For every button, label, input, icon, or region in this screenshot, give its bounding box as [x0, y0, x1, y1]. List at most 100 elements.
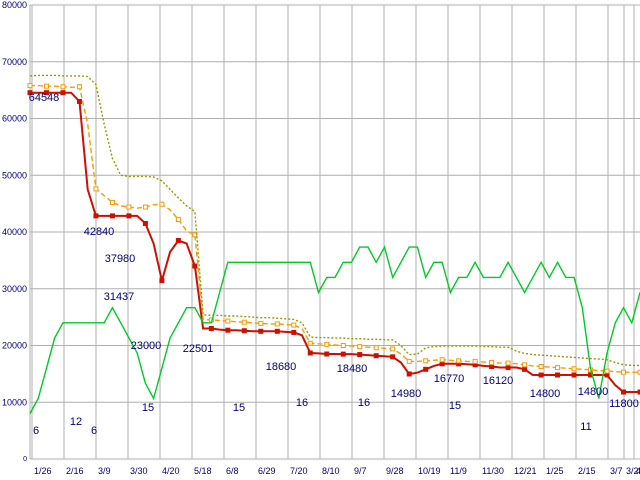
series-line-price-upper-orange	[30, 84, 640, 373]
data-point-labels: 64548 42840 37980 31437 23000 22501 18680 18480…	[29, 92, 639, 437]
data-point-marker	[373, 345, 379, 351]
x-axis-tick-label: 3/30	[130, 466, 148, 476]
x-axis-tick-label: 9/28	[386, 466, 404, 476]
data-point-marker	[538, 363, 544, 369]
data-point-marker	[192, 263, 198, 269]
x-axis-tick-label: 3/28	[626, 466, 640, 476]
data-point-marker	[109, 213, 115, 219]
data-point-marker	[175, 217, 181, 223]
data-point-marker	[109, 199, 115, 205]
price-value-label: 18480	[337, 363, 368, 375]
price-value-label: 22501	[183, 343, 214, 355]
x-axis-tick-label: 9/7	[354, 466, 367, 476]
data-point-marker	[43, 83, 49, 89]
price-value-label: 14980	[391, 388, 422, 400]
price-value-label: 14800	[578, 386, 609, 398]
y-axis-tick-label: 40000	[2, 227, 27, 237]
count-value-label: 15	[233, 402, 245, 414]
data-point-marker	[390, 346, 396, 352]
data-point-marker	[357, 352, 363, 358]
data-point-marker	[225, 318, 231, 324]
data-point-marker	[472, 358, 478, 364]
data-point-marker	[522, 366, 528, 372]
data-point-marker	[208, 325, 214, 331]
data-point-marker	[126, 213, 132, 219]
data-point-marker	[604, 368, 610, 374]
data-point-marker	[307, 350, 313, 356]
data-point-marker	[192, 232, 198, 238]
data-point-marker	[571, 372, 577, 378]
x-axis-tick-label: 2/16	[66, 466, 84, 476]
data-point-marker	[406, 371, 412, 377]
count-value-label: 6	[33, 425, 39, 437]
count-value-label: 11	[580, 421, 591, 433]
data-point-marker	[390, 354, 396, 360]
price-value-label: 23000	[131, 340, 162, 352]
x-axis-tick-label: 1/26	[34, 466, 52, 476]
price-value-label: 14800	[530, 388, 561, 400]
data-point-marker	[27, 83, 33, 89]
data-point-marker	[637, 389, 640, 395]
data-point-marker	[324, 351, 330, 357]
data-point-marker	[93, 213, 99, 219]
x-axis-tick-label: 10/19	[418, 466, 441, 476]
count-value-label: 15	[449, 400, 461, 412]
price-value-label: 18680	[266, 361, 297, 373]
data-point-marker	[538, 372, 544, 378]
data-point-marker	[142, 204, 148, 210]
x-axis-labels: 1/26 2/16 3/9 3/30 4/20 5/18 6/8 6/29 7/20 8/10 9/…	[34, 466, 640, 476]
y-axis-labels: 0 10000 20000 30000 40000 50000 60000 70000 8000…	[2, 0, 27, 463]
x-axis-tick-label: 11/30	[482, 466, 504, 476]
data-point-marker	[175, 238, 181, 244]
data-point-marker	[274, 321, 280, 327]
count-value-label: 16	[296, 397, 308, 409]
x-axis-tick-label: 8/10	[322, 466, 340, 476]
x-axis-tick-label: 7/20	[290, 466, 308, 476]
data-point-marker	[159, 201, 165, 207]
series-line-price-main	[30, 91, 640, 393]
price-value-label: 42840	[84, 226, 115, 238]
data-point-marker	[60, 84, 66, 90]
data-point-marker	[76, 98, 82, 104]
count-value-label: 12	[70, 416, 82, 428]
x-axis-tick-label: 1/25	[546, 466, 564, 476]
data-point-marker	[258, 320, 264, 326]
data-point-marker	[621, 369, 627, 375]
data-point-marker	[423, 366, 429, 372]
data-point-marker	[637, 369, 640, 375]
x-axis-tick-label: 12/21	[514, 466, 537, 476]
data-point-marker	[621, 389, 627, 395]
data-point-marker	[555, 365, 561, 371]
data-point-marker	[76, 84, 82, 90]
price-value-label: 37980	[105, 253, 136, 265]
series-line-count-green	[29, 245, 640, 414]
data-point-marker	[241, 319, 247, 325]
data-point-marker	[126, 204, 132, 210]
data-point-marker	[307, 340, 313, 346]
data-point-marker	[489, 360, 495, 366]
data-point-marker	[340, 343, 346, 348]
data-point-marker	[373, 353, 379, 359]
x-axis-tick-label: 6/8	[226, 466, 239, 476]
data-point-marker	[604, 372, 610, 378]
data-point-marker	[456, 358, 462, 364]
count-value-label: 16	[358, 397, 370, 409]
data-series-layer	[27, 74, 640, 414]
y-axis-tick-label: 20000	[2, 341, 27, 351]
x-axis-tick-label: 4/4	[636, 466, 640, 476]
x-axis-tick-label: 3/7	[610, 466, 623, 476]
data-point-marker	[258, 328, 264, 334]
count-value-label: 15	[142, 402, 154, 414]
price-value-label: 64548	[29, 92, 60, 104]
data-point-marker	[340, 351, 346, 357]
data-point-marker	[291, 322, 297, 328]
price-value-label: 11800	[609, 398, 639, 410]
grid-lines	[29, 4, 640, 460]
x-axis-tick-label: 2/15	[578, 466, 596, 476]
x-axis-tick-label: 5/18	[194, 466, 212, 476]
data-point-marker	[274, 328, 280, 334]
data-point-marker	[142, 220, 148, 226]
data-point-marker	[406, 358, 412, 364]
